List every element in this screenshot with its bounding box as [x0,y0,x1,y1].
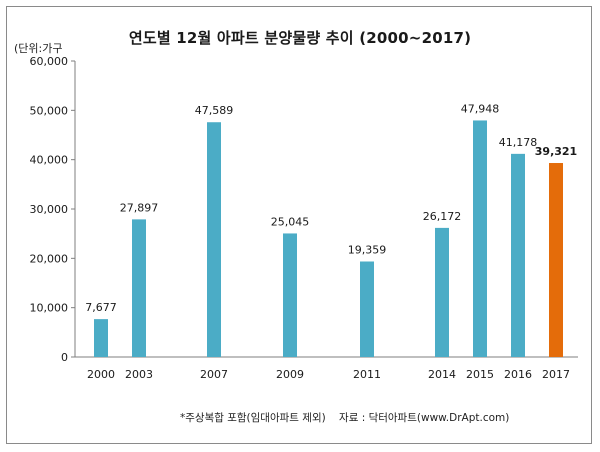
y-tick-label: 0 [61,351,68,364]
x-tick-label-2014: 2014 [428,368,456,381]
value-label-2007: 47,589 [195,104,234,117]
x-tick-label-2000: 2000 [87,368,115,381]
footnote: *주상복합 포함(임대아파트 제외) 자료 : 닥터아파트(www.DrApt.… [180,412,510,424]
bar-2007 [207,122,221,357]
value-label-2003: 27,897 [120,201,159,214]
y-tick-label: 50,000 [30,104,69,117]
value-label-2016: 41,178 [499,136,538,149]
value-label-2011: 19,359 [348,243,387,256]
x-tick-label-2003: 2003 [125,368,153,381]
value-label-2017: 39,321 [535,145,577,158]
x-tick-label-2007: 2007 [200,368,228,381]
chart-title: 연도별 12월 아파트 분양물량 추이 (2000~2017) [128,29,472,47]
value-label-2000: 7,677 [85,301,117,314]
bar-2015 [473,120,487,357]
x-tick-label-2016: 2016 [504,368,532,381]
y-tick-label: 20,000 [30,252,69,265]
bar-2009 [283,233,297,357]
unit-label: (단위:가구 [14,42,63,55]
bar-2003 [132,219,146,357]
bar-2016 [511,153,525,357]
y-tick-label: 60,000 [30,55,69,68]
y-tick-label: 10,000 [30,302,69,315]
bar-2014 [435,227,449,357]
y-tick-label: 40,000 [30,154,69,167]
x-tick-label-2015: 2015 [466,368,494,381]
y-tick-label: 30,000 [30,203,69,216]
value-label-2009: 25,045 [271,215,310,228]
x-tick-label-2009: 2009 [276,368,304,381]
chart-frame [6,6,592,444]
x-tick-label-2017: 2017 [542,368,570,381]
value-label-2015: 47,948 [461,102,500,115]
bar-2017 [549,163,563,357]
x-tick-label-2011: 2011 [353,368,381,381]
bar-2000 [94,319,108,357]
value-label-2014: 26,172 [423,210,462,223]
bar-2011 [360,261,374,357]
